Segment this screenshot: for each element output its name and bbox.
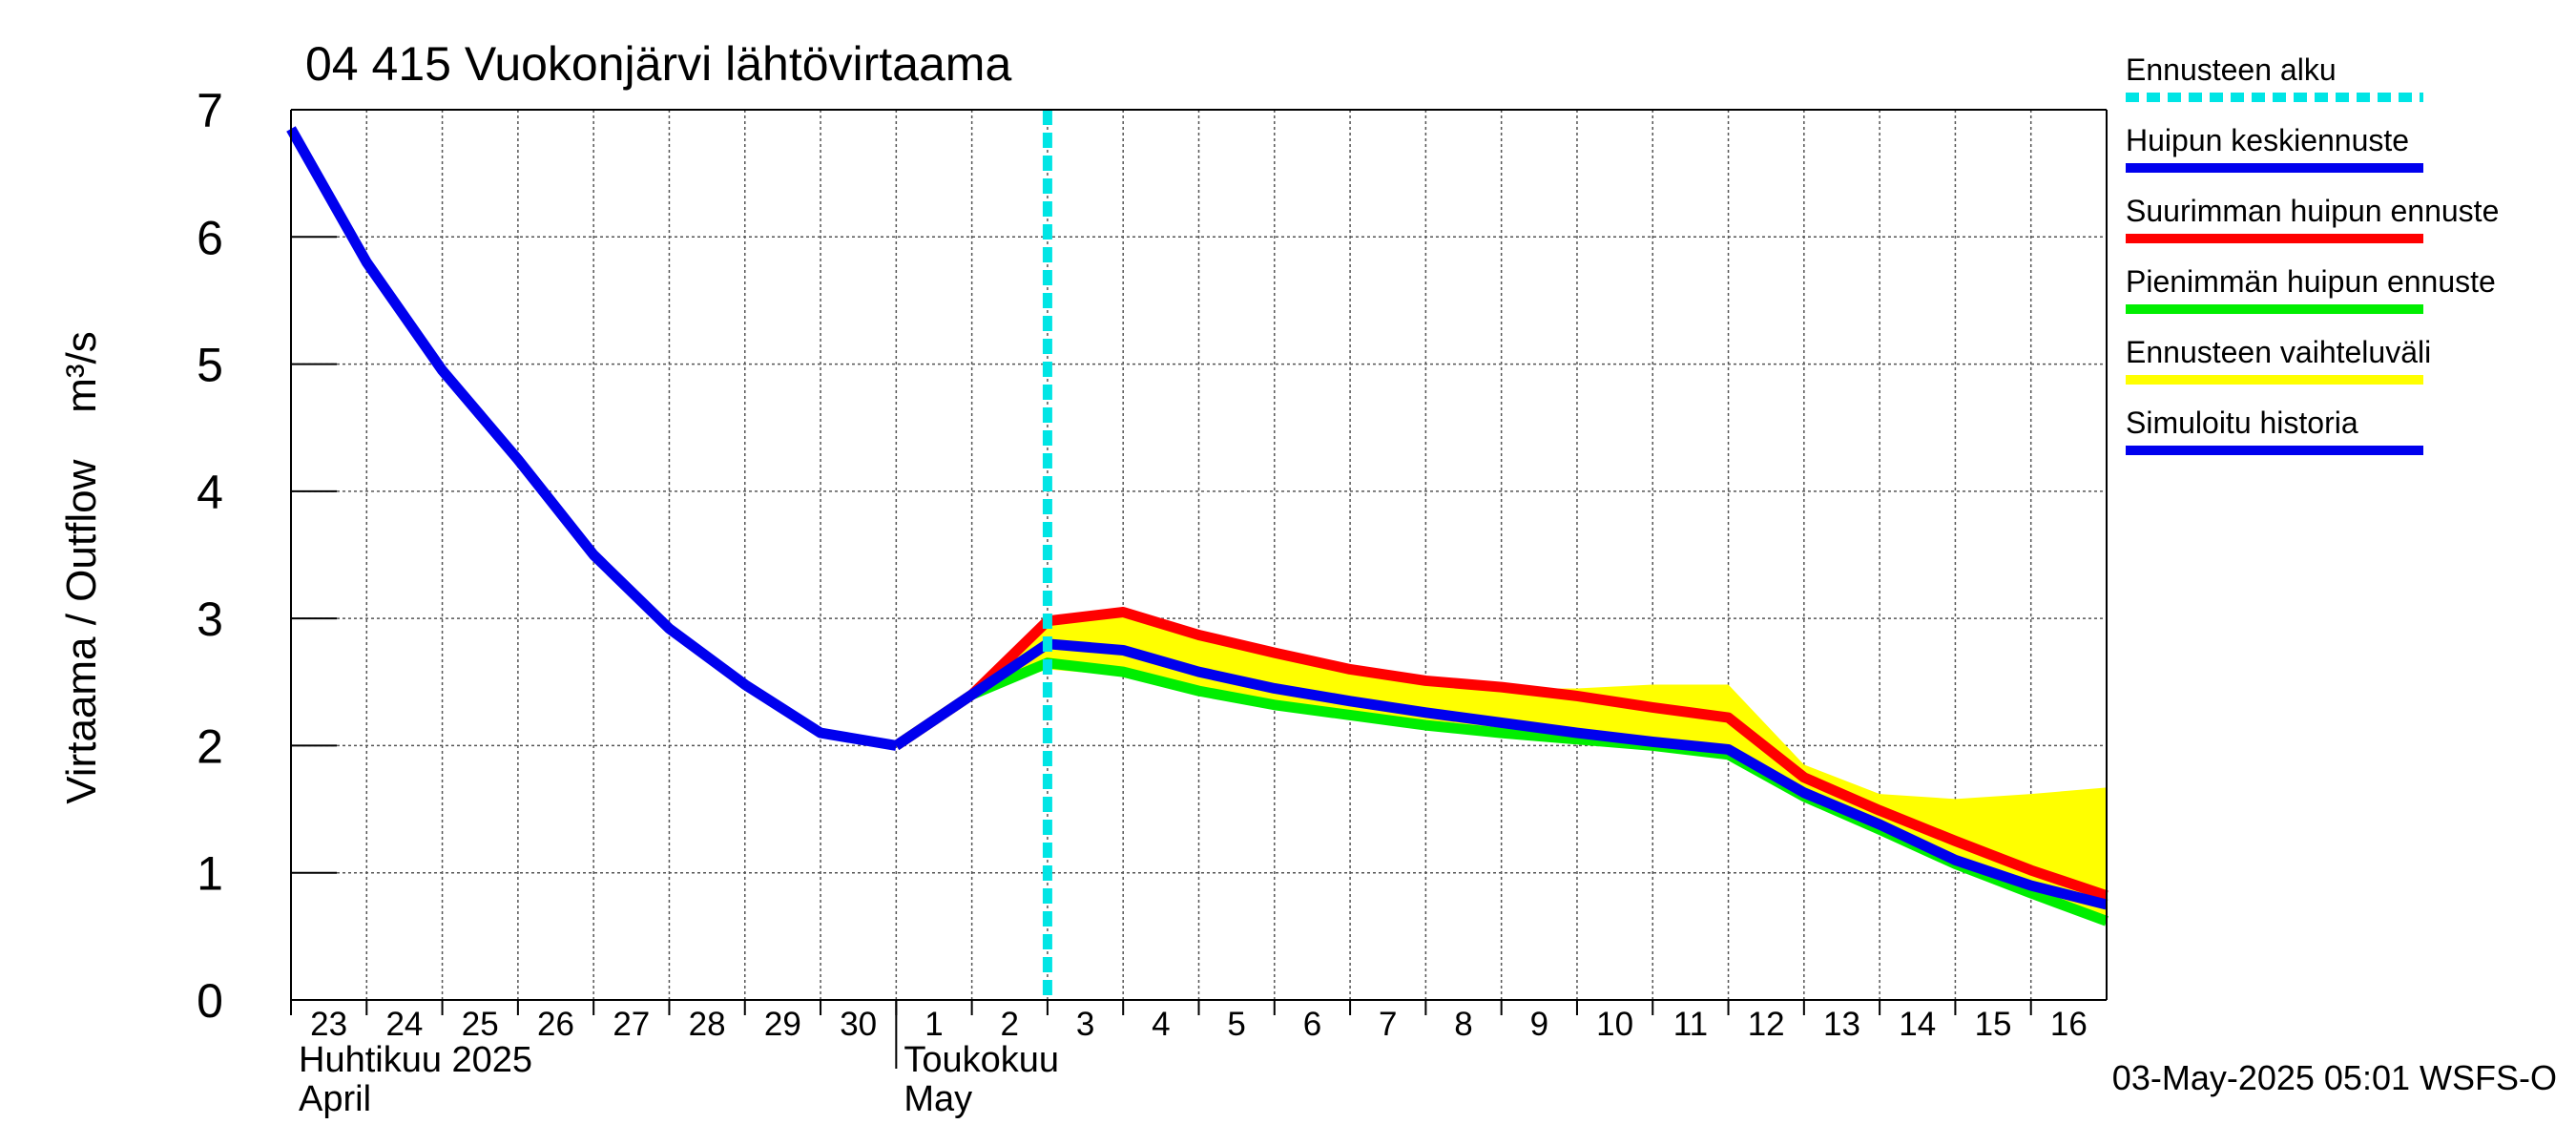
month-label-en: April	[299, 1079, 371, 1119]
x-tick-label: 3	[1076, 1006, 1094, 1043]
legend-label: Huipun keskiennuste	[2126, 123, 2409, 157]
axes	[290, 109, 2108, 1069]
x-tick-label: 1	[924, 1006, 943, 1043]
y-tick-label: 3	[197, 593, 223, 646]
x-tick-label: 11	[1673, 1006, 1708, 1043]
x-tick-label: 14	[1899, 1006, 1936, 1043]
x-tick-label: 16	[2050, 1006, 2088, 1043]
legend-label: Ennusteen vaihteluväli	[2126, 335, 2431, 369]
month-label-en: May	[904, 1079, 972, 1119]
y-tick-label: 6	[197, 211, 223, 264]
x-tick-label: 23	[310, 1006, 347, 1043]
x-tick-label: 5	[1227, 1006, 1245, 1043]
x-tick-label: 7	[1379, 1006, 1397, 1043]
x-tick-label: 29	[764, 1006, 801, 1043]
x-tick-label: 27	[613, 1006, 650, 1043]
y-tick-label: 1	[197, 847, 223, 901]
x-tick-label: 13	[1823, 1006, 1860, 1043]
legend-label: Suurimman huipun ennuste	[2126, 194, 2499, 228]
footer-timestamp: 03-May-2025 05:01 WSFS-O	[2112, 1058, 2557, 1097]
legend: Ennusteen alku Huipun keskiennuste Suurimm…	[2126, 52, 2499, 455]
series-lines	[286, 110, 2109, 1000]
y-tick-label: 7	[197, 84, 223, 137]
series-line-suurimman-huipun-ennuste	[893, 606, 2109, 901]
month-label-fi: Huhtikuu 2025	[299, 1040, 532, 1080]
x-tick-label: 25	[462, 1006, 499, 1043]
x-tick-label: 8	[1454, 1006, 1472, 1043]
x-tick-label: 4	[1152, 1006, 1170, 1043]
legend-label: Ennusteen alku	[2126, 52, 2337, 87]
y-tick-label: 0	[197, 974, 223, 1028]
x-tick-label: 12	[1748, 1006, 1785, 1043]
y-tick-label: 2	[197, 719, 223, 773]
x-tick-label: 10	[1596, 1006, 1633, 1043]
y-tick-label: 5	[197, 339, 223, 392]
x-tick-label: 15	[1975, 1006, 2012, 1043]
x-tick-label: 30	[840, 1006, 877, 1043]
legend-label: Simuloitu historia	[2126, 406, 2358, 440]
x-tick-label: 9	[1530, 1006, 1548, 1043]
x-tick-label: 6	[1303, 1006, 1321, 1043]
x-tick-label: 28	[689, 1006, 726, 1043]
series-line-huipun-keskiennuste	[893, 638, 2109, 910]
x-tick-label: 2	[1001, 1006, 1019, 1043]
chart-title: 04 415 Vuokonjärvi lähtövirtaama	[305, 37, 1011, 91]
month-label-fi: Toukokuu	[904, 1040, 1059, 1080]
y-axis-label: Virtaama / Outflow m³/s	[58, 331, 105, 804]
x-tick-label: 24	[385, 1006, 423, 1043]
x-tick-label: 26	[537, 1006, 574, 1043]
y-tick-label: 4	[197, 466, 223, 519]
legend-label: Pienimmän huipun ennuste	[2126, 264, 2496, 299]
series-line-simuloitu-historia	[286, 126, 898, 751]
